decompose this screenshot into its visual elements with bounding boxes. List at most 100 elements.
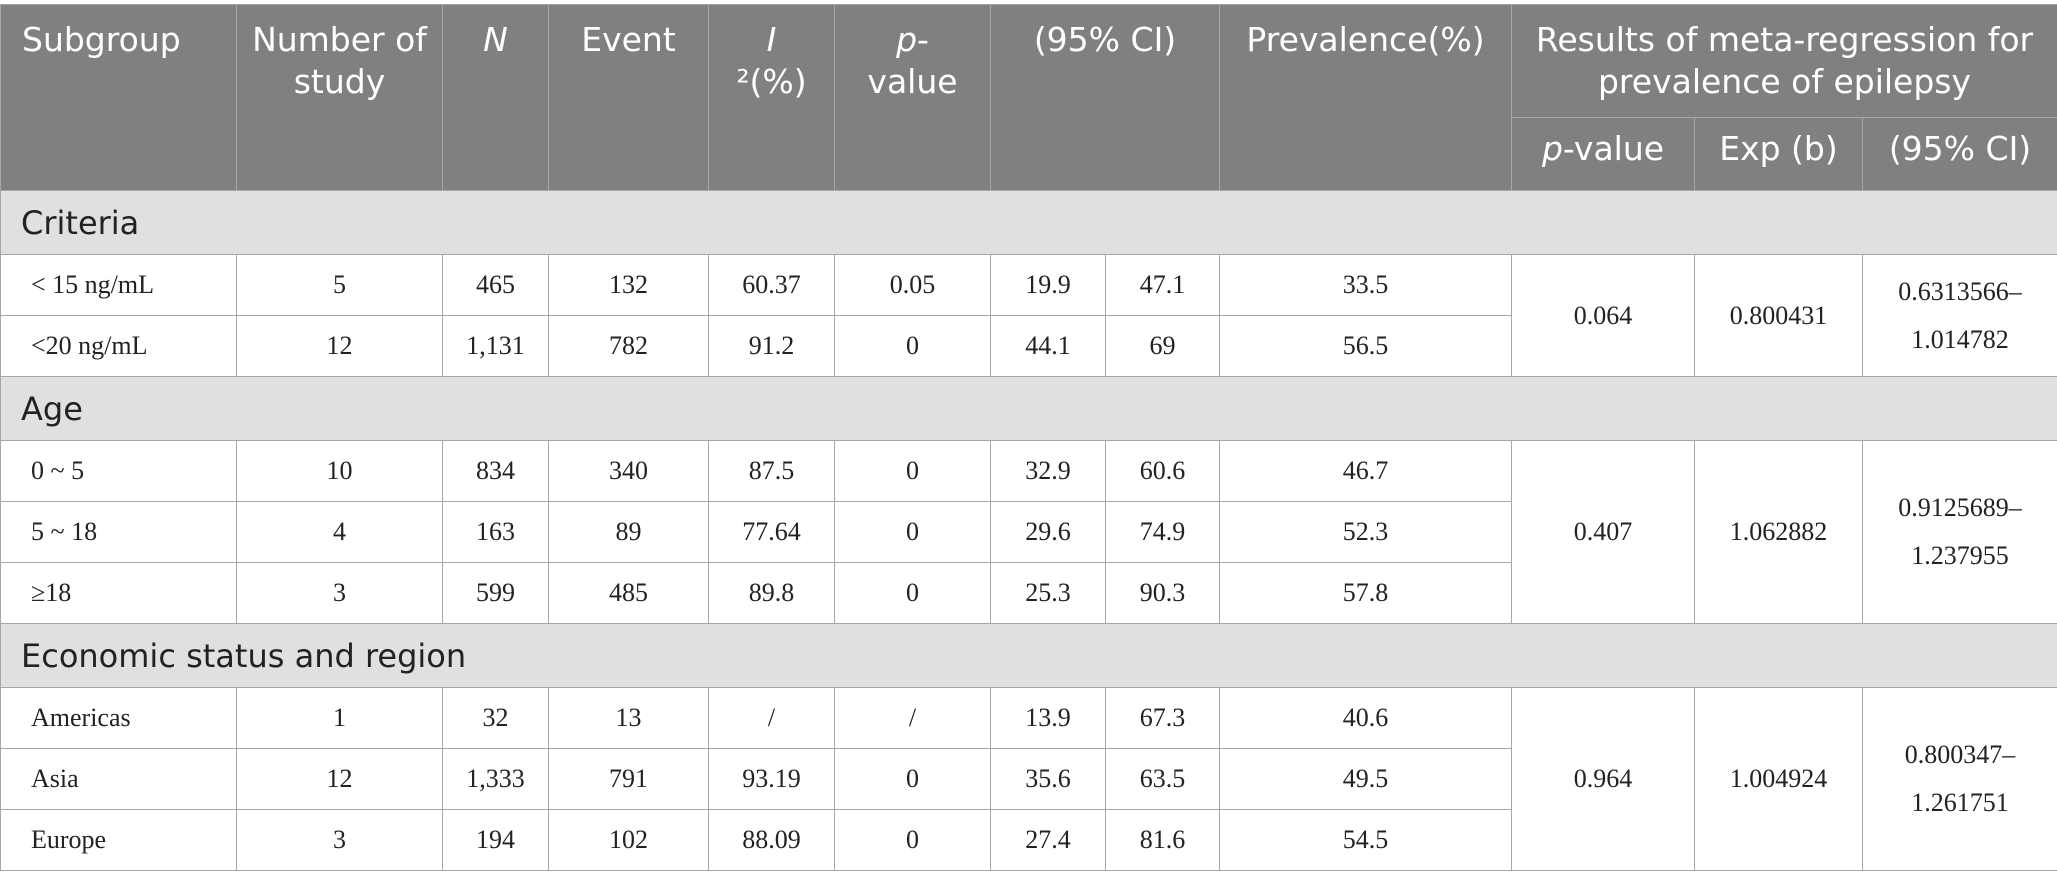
- table-row: ≥18 3 599 485 89.8 0 25.3 90.3 57.8: [0, 562, 2057, 624]
- group-row-economic-status-region: Economic status and region: [0, 623, 2057, 688]
- i2-suffix: ²(%): [736, 62, 807, 101]
- col-reg-exp-header: Exp (b): [1694, 117, 1863, 191]
- col-subgroup-header: Subgroup: [0, 4, 237, 191]
- group-row-criteria: Criteria: [0, 190, 2057, 255]
- reg-p-letter: p: [1541, 129, 1563, 168]
- cell-event: 782: [548, 315, 709, 377]
- cell-ci-high: 67.3: [1105, 687, 1220, 749]
- header-row-1: Subgroup Number of study N Event I ²(%) p…: [0, 4, 2057, 191]
- i2-letter: I: [766, 20, 777, 59]
- cell-p: 0.05: [834, 254, 991, 316]
- cell-i2: 91.2: [708, 315, 835, 377]
- cell-reg-ci: 0.9125689– 1.237955: [1862, 440, 2057, 624]
- cell-event: 791: [548, 748, 709, 810]
- row-label: < 15 ng/mL: [0, 254, 237, 316]
- cell-studies: 10: [236, 440, 443, 502]
- cell-studies: 12: [236, 748, 443, 810]
- group-label: Age: [0, 376, 2057, 441]
- cell-prevalence: 49.5: [1219, 748, 1512, 810]
- cell-i2: /: [708, 687, 835, 749]
- cell-i2: 87.5: [708, 440, 835, 502]
- cell-studies: 5: [236, 254, 443, 316]
- table-body: Criteria < 15 ng/mL 5 465 132 60.37 0.05…: [0, 190, 2057, 871]
- cell-i2: 60.37: [708, 254, 835, 316]
- cell-ci-high: 74.9: [1105, 501, 1220, 563]
- col-prevalence-header: Prevalence(%): [1219, 4, 1512, 191]
- cell-reg-p: 0.964: [1511, 687, 1695, 871]
- reg-ci-low: 0.800347–: [1904, 740, 2016, 769]
- group-label: Criteria: [0, 190, 2057, 255]
- col-reg-ci-header: (95% CI): [1862, 117, 2057, 191]
- cell-event: 102: [548, 809, 709, 871]
- cell-n: 834: [442, 440, 549, 502]
- cell-n: 194: [442, 809, 549, 871]
- row-label: <20 ng/mL: [0, 315, 237, 377]
- cell-n: 32: [442, 687, 549, 749]
- cell-i2: 93.19: [708, 748, 835, 810]
- row-label: Asia: [0, 748, 237, 810]
- row-label: Americas: [0, 687, 237, 749]
- p-letter: p: [896, 20, 918, 59]
- cell-ci-high: 47.1: [1105, 254, 1220, 316]
- cell-reg-exp: 1.062882: [1694, 440, 1863, 624]
- cell-prevalence: 56.5: [1219, 315, 1512, 377]
- cell-ci-low: 13.9: [990, 687, 1106, 749]
- cell-i2: 77.64: [708, 501, 835, 563]
- cell-event: 132: [548, 254, 709, 316]
- cell-reg-p: 0.407: [1511, 440, 1695, 624]
- cell-studies: 1: [236, 687, 443, 749]
- cell-p: 0: [834, 562, 991, 624]
- table-row: < 15 ng/mL 5 465 132 60.37 0.05 19.9 47.…: [0, 254, 2057, 377]
- cell-prevalence: 40.6: [1219, 687, 1512, 749]
- cell-reg-exp: 0.800431: [1694, 254, 1863, 377]
- cell-ci-low: 27.4: [990, 809, 1106, 871]
- cell-ci-low: 44.1: [990, 315, 1106, 377]
- cell-prevalence: 57.8: [1219, 562, 1512, 624]
- reg-ci-high: 1.237955: [1911, 541, 2009, 570]
- cell-p: 0: [834, 315, 991, 377]
- reg-ci-high: 1.261751: [1911, 788, 2009, 817]
- cell-ci-low: 19.9: [990, 254, 1106, 316]
- cell-n: 1,131: [442, 315, 549, 377]
- col-i2-header: I ²(%): [708, 4, 835, 191]
- cell-prevalence: 54.5: [1219, 809, 1512, 871]
- table-row: Americas 1 32 13 / / 13.9 67.3 40.6 0.96…: [0, 687, 2057, 871]
- cell-p: 0: [834, 501, 991, 563]
- cell-studies: 4: [236, 501, 443, 563]
- row-label: 0 ~ 5: [0, 440, 237, 502]
- cell-p: 0: [834, 440, 991, 502]
- cell-p: 0: [834, 748, 991, 810]
- subgroup-meta-regression-table: Subgroup Number of study N Event I ²(%) p…: [0, 4, 2057, 871]
- cell-prevalence: 46.7: [1219, 440, 1512, 502]
- cell-n: 1,333: [442, 748, 549, 810]
- group-label: Economic status and region: [0, 623, 2057, 688]
- col-number-of-study-header: Number of study: [236, 4, 443, 191]
- reg-ci-low: 0.6313566–: [1898, 276, 2022, 306]
- cell-studies: 3: [236, 809, 443, 871]
- cell-ci-low: 29.6: [990, 501, 1106, 563]
- cell-ci-low: 32.9: [990, 440, 1106, 502]
- cell-event: 13: [548, 687, 709, 749]
- cell-ci-low: 25.3: [990, 562, 1106, 624]
- cell-reg-ci: 0.800347– 1.261751: [1862, 687, 2057, 871]
- table-row: Asia 12 1,333 791 93.19 0 35.6 63.5 49.5: [0, 748, 2057, 810]
- cell-n: 465: [442, 254, 549, 316]
- results-table-container: Subgroup Number of study N Event I ²(%) p…: [0, 4, 2057, 871]
- table-row: <20 ng/mL 12 1,131 782 91.2 0 44.1 69 56…: [0, 315, 2057, 377]
- cell-ci-high: 81.6: [1105, 809, 1220, 871]
- table-row: 0 ~ 5 10 834 34 0 87.5 0 32.9 60.6 46.7 0…: [0, 440, 2057, 624]
- cell-studies: 3: [236, 562, 443, 624]
- cell-ci-high: 60.6: [1105, 440, 1220, 502]
- table-header: Subgroup Number of study N Event I ²(%) p…: [0, 4, 2057, 191]
- col-reg-p-value-header: p-value: [1511, 117, 1695, 191]
- cell-i2: 89.8: [708, 562, 835, 624]
- reg-ci-low: 0.9125689–: [1898, 493, 2022, 522]
- cell-n: 163: [442, 501, 549, 563]
- col-ci-header: (95% CI): [990, 4, 1220, 191]
- col-n-header: N: [442, 4, 549, 191]
- cell-ci-low: 35.6: [990, 748, 1106, 810]
- table-row: 5 ~ 18 4 163 89 77.64 0 29.6 74.9 52.3: [0, 501, 2057, 563]
- cell-ci-high: 63.5: [1105, 748, 1220, 810]
- reg-p-suffix: -value: [1562, 129, 1665, 168]
- cell-p: /: [834, 687, 991, 749]
